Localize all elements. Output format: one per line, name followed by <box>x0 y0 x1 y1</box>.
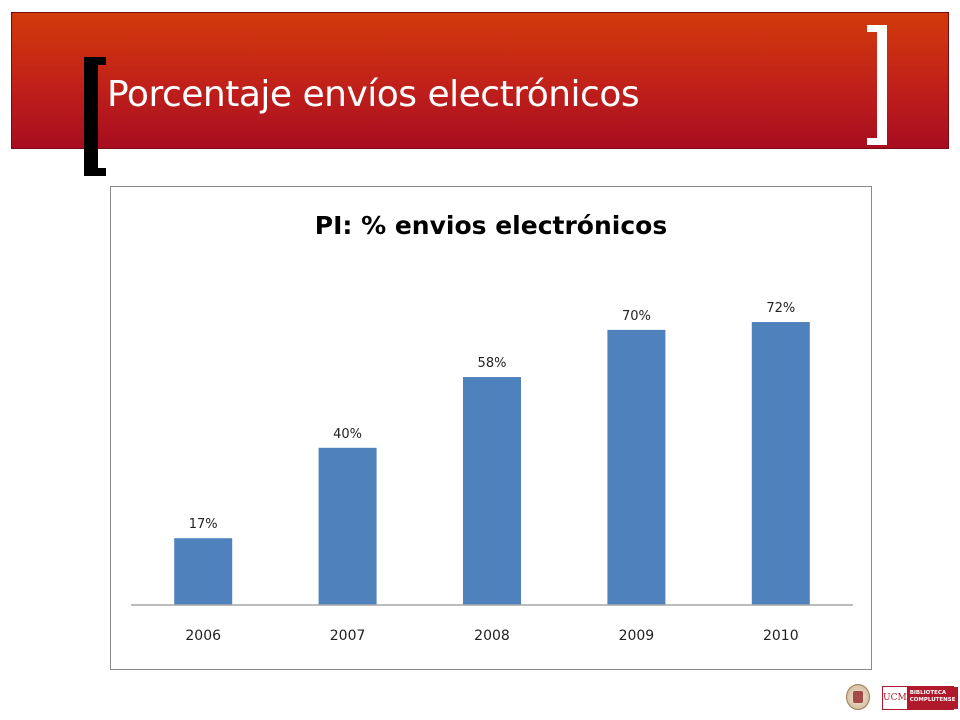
data-label-2008: 58% <box>478 356 507 371</box>
university-seal-logo <box>846 684 870 710</box>
bracket-left-bottom <box>84 168 106 176</box>
x-tick-label-2007: 2007 <box>330 628 366 644</box>
chart-title: PI: % envios electrónicos <box>314 211 668 240</box>
x-tick-label-2008: 2008 <box>474 628 510 644</box>
bracket-right-bottom <box>867 138 887 145</box>
data-label-2009: 70% <box>622 309 651 324</box>
bar-2010 <box>751 322 810 605</box>
x-tick-label-2010: 2010 <box>763 628 799 644</box>
bar-2006 <box>174 538 233 605</box>
bracket-right-top <box>867 25 887 32</box>
ucm-logo-mark: UCM <box>883 693 907 703</box>
data-label-2007: 40% <box>333 427 362 442</box>
x-tick-label-2009: 2009 <box>619 628 655 644</box>
seal-emblem <box>853 691 863 703</box>
bar-2008 <box>463 377 521 605</box>
bracket-left-decoration <box>84 57 98 176</box>
ucm-logo-line-1: BIBLIOTECA <box>909 690 947 696</box>
bar-2007 <box>318 447 377 605</box>
bar-chart-plot: 17% 2006 40% 2007 58% 2008 70% 2009 72% 2010 <box>131 301 853 644</box>
slide-title: Porcentaje envíos electrónicos <box>107 74 640 115</box>
title-banner <box>11 12 949 149</box>
data-label-2006: 17% <box>189 517 218 532</box>
bar-2009 <box>607 329 666 605</box>
bracket-right-decoration <box>877 25 887 145</box>
ucm-logo-text: BIBLIOTECA COMPLUTENSE <box>906 687 958 709</box>
bracket-left-top <box>84 57 106 65</box>
chart-frame: PI: % envios electrónicos 17% 2006 40% 2007… <box>110 186 872 670</box>
data-label-2010: 72% <box>766 301 795 316</box>
ucm-logo-line-2: COMPLUTENSE <box>909 697 956 703</box>
x-tick-label-2006: 2006 <box>185 628 221 644</box>
biblioteca-complutense-logo: UCM BIBLIOTECA COMPLUTENSE <box>882 686 958 710</box>
